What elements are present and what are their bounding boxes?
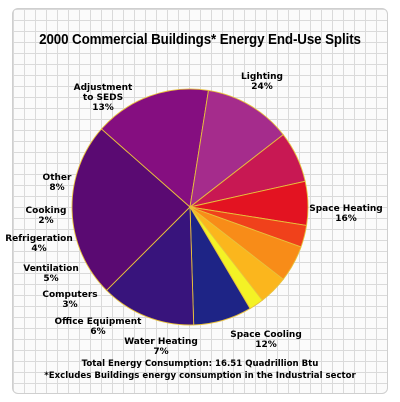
slice-label-computers: Computers 3% xyxy=(42,290,97,310)
slice-label-cooking: Cooking 2% xyxy=(26,206,67,226)
slice-label-space-cooling: Space Cooling 12% xyxy=(230,330,302,350)
pie-slice-lighting xyxy=(71,128,191,292)
exclusion-footnote: *Excludes Buildings energy consumption i… xyxy=(44,371,356,381)
slice-label-office-equipment: Office Equipment 6% xyxy=(55,317,143,337)
slice-label-ventilation: Ventilation 5% xyxy=(23,264,79,284)
pie-slice-space-cooling xyxy=(189,89,284,209)
total-consumption-note: Total Energy Consumption: 16.51 Quadrill… xyxy=(81,359,319,369)
slice-label-other: Other 8% xyxy=(43,173,72,193)
slice-label-lighting: Lighting 24% xyxy=(241,72,283,92)
pie-slice-space-heating xyxy=(100,88,209,208)
slice-label-space-heating: Space Heating 16% xyxy=(309,204,383,224)
chart-title: 2000 Commercial Buildings* Energy End-Us… xyxy=(39,32,361,48)
slice-label-adjustment-to-seds: Adjustment to SEDS 13% xyxy=(74,83,133,113)
slice-label-refrigeration: Refrigeration 4% xyxy=(5,234,73,254)
pie-slice-adjustment-to-seds xyxy=(105,205,195,326)
slice-label-water-heating: Water Heating 7% xyxy=(124,337,198,357)
